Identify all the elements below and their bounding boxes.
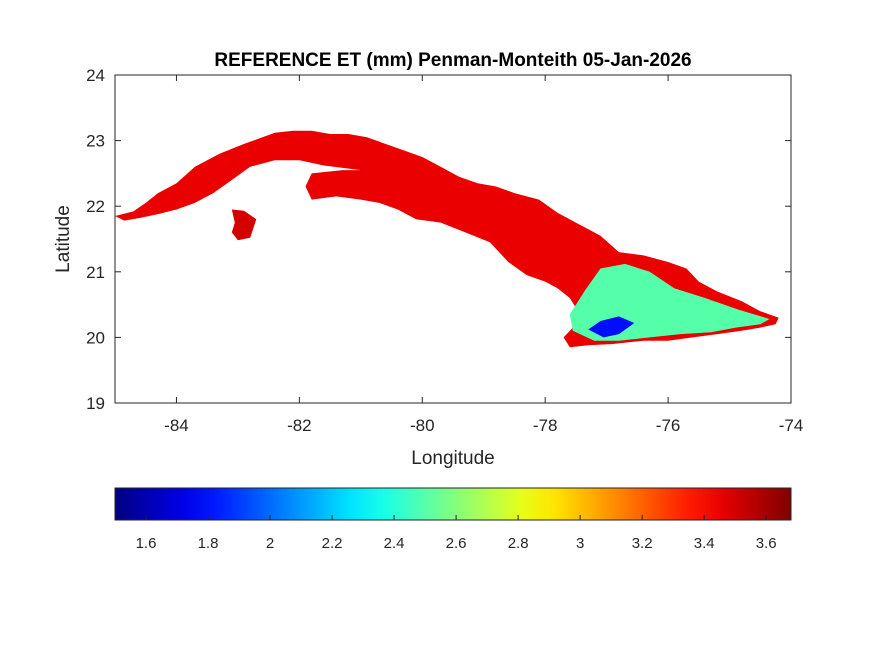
x-tick-label: -80 xyxy=(410,416,435,435)
x-tick-label: -84 xyxy=(164,416,189,435)
colorbar-tick-label: 2.8 xyxy=(508,535,529,552)
axes-box xyxy=(114,74,792,404)
x-tick-label: -82 xyxy=(287,416,312,435)
x-tick-label: -74 xyxy=(779,416,804,435)
axes-area xyxy=(115,75,791,403)
colorbar-tick-label: 2 xyxy=(266,535,274,552)
colorbar-tick-label: 3.2 xyxy=(632,535,653,552)
colorbar xyxy=(114,487,792,521)
x-tick-label: -76 xyxy=(656,416,681,435)
colorbar-tick-label: 3.6 xyxy=(756,535,777,552)
y-tick-label: 24 xyxy=(86,66,105,85)
map-layer xyxy=(115,130,779,348)
colorbar-tick-label: 2.6 xyxy=(446,535,467,552)
region-granma-low-et-zone xyxy=(588,316,635,338)
colorbar-tick-label: 3 xyxy=(576,535,584,552)
colorbar-tick-label: 2.2 xyxy=(322,535,343,552)
colorbar-tick-label: 2.4 xyxy=(384,535,405,552)
chart-title: REFERENCE ET (mm) Penman-Monteith 05-Jan… xyxy=(214,50,691,71)
y-tick-label: 20 xyxy=(86,328,105,347)
colorbar-tick-label: 3.4 xyxy=(694,535,715,552)
y-tick-label: 23 xyxy=(86,132,105,151)
y-tick-label: 19 xyxy=(86,394,105,413)
y-axis: 24 23 22 21 20 19 xyxy=(86,66,791,413)
colorbar-ticks: 1.6 1.8 2 2.2 2.4 2.6 2.8 3 3.2 3.4 3.6 xyxy=(136,515,777,552)
region-isla-de-la-juventud xyxy=(231,209,257,241)
colorbar-tick-label: 1.6 xyxy=(136,535,157,552)
y-tick-label: 22 xyxy=(86,197,105,216)
x-axis-label: Longitude xyxy=(411,448,494,469)
x-axis: -84 -82 -80 -78 -76 -74 xyxy=(164,75,803,435)
colorbar-tick-label: 1.8 xyxy=(198,535,219,552)
x-tick-label: -78 xyxy=(533,416,558,435)
y-tick-label: 21 xyxy=(86,263,105,282)
y-axis-label: Latitude xyxy=(53,205,74,273)
